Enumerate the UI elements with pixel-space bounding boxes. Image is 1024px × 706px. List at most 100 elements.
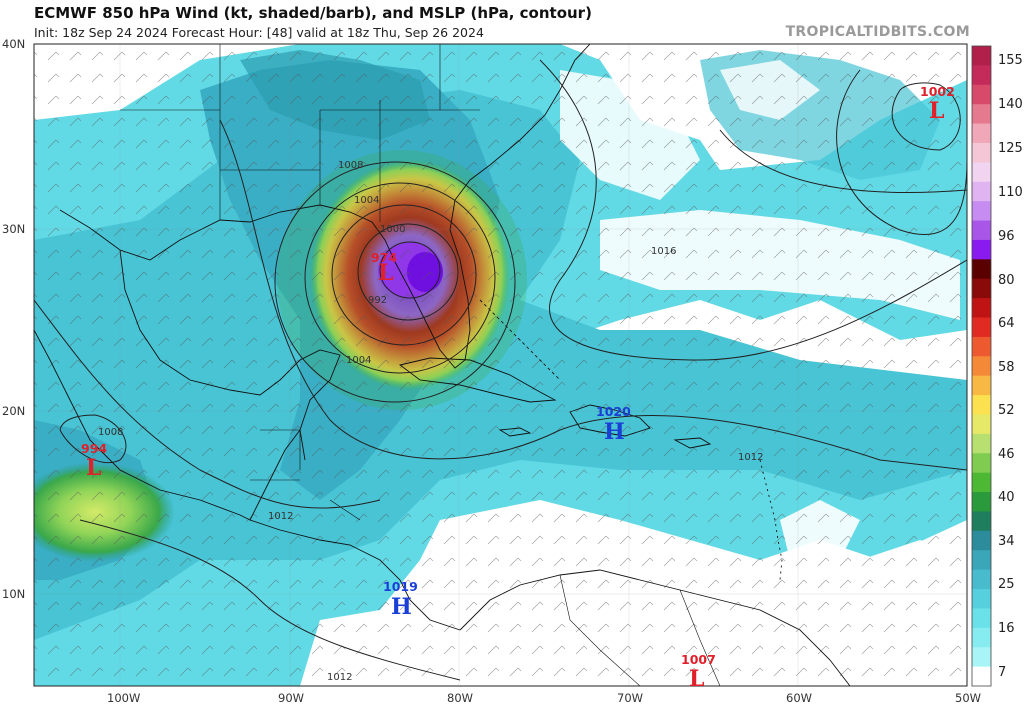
colorbar-segment	[972, 433, 991, 454]
colorbar-segment	[972, 395, 991, 415]
lon-label-70w: 70W	[617, 691, 643, 705]
colorbar-segment	[972, 142, 991, 163]
colorbar-tick-label: 52	[998, 403, 1015, 418]
colorbar-segment	[972, 608, 991, 629]
colorbar-segment	[972, 356, 991, 377]
colorbar-tick-label: 96	[998, 229, 1015, 244]
colorbar-tick-label: 25	[998, 577, 1015, 592]
colorbar-segment	[972, 104, 991, 125]
colorbar-segment	[972, 550, 991, 571]
colorbar-segment	[972, 666, 991, 687]
isobar-label: 1008	[338, 160, 363, 171]
pressure-value: 1002	[920, 84, 955, 99]
colorbar-segment	[972, 530, 991, 551]
colorbar-segment	[972, 84, 991, 105]
map-frame	[33, 43, 968, 687]
colorbar-segment	[972, 201, 991, 222]
colorbar-segment	[972, 123, 991, 144]
low-center-atlantic: 1002 L	[920, 84, 955, 124]
lat-label-40n: 40N	[2, 37, 25, 51]
colorbar-segment	[972, 65, 991, 86]
colorbar-segment	[972, 414, 991, 435]
lat-label-10n: 10N	[2, 587, 25, 601]
colorbar-segment	[972, 627, 991, 648]
high-center-hispaniola: 1020 H	[596, 404, 631, 445]
colorbar-tick-label: 58	[998, 360, 1015, 375]
latitude-labels: 40N 30N 20N 10N	[2, 37, 25, 601]
lon-label-50w: 50W	[955, 691, 981, 705]
colorbar-segment	[972, 298, 991, 319]
colorbar-tick-label: 125	[998, 141, 1023, 156]
lon-label-100w: 100W	[107, 691, 140, 705]
low-center-pacific: 994 L	[81, 441, 107, 481]
colorbar-segment	[972, 453, 991, 474]
isobar-label: 992	[368, 295, 387, 306]
isobar-label: 1012	[738, 452, 763, 463]
brand-watermark: TROPICALTIDBITS.COM	[785, 24, 970, 40]
colorbar-segment	[972, 492, 991, 512]
isobar-labels: 1008 1004 1000 992 1004 1016 1012 1008 1…	[98, 160, 763, 683]
low-symbol: L	[929, 98, 944, 124]
map-subtitle: Init: 18z Sep 24 2024 Forecast Hour: [48…	[34, 25, 484, 40]
colorbar-segment	[972, 511, 991, 532]
colorbar-tick-label: 34	[998, 534, 1015, 549]
colorbar-segment	[972, 220, 991, 241]
colorbar-segment	[972, 647, 991, 668]
high-symbol: H	[391, 594, 412, 620]
isobars	[34, 59, 967, 681]
graticule	[34, 44, 967, 686]
colorbar-tick-label: 80	[998, 273, 1015, 288]
colorbar-segment	[972, 278, 991, 299]
map-title: ECMWF 850 hPa Wind (kt, shaded/barb), an…	[34, 4, 592, 22]
wind-speed-colorbar	[971, 45, 992, 687]
isobar-label: 1012	[268, 511, 293, 522]
wind-barbs	[34, 44, 967, 686]
pressure-centers: 974 L 1002 L 994 L 1007 L 1020 H 1019 H	[81, 84, 955, 692]
isobar-label: 1012	[327, 672, 352, 683]
colorbar-tick-label: 110	[998, 185, 1023, 200]
colorbar-labels: 155 140 125 110 96 80 64 58 52 46 40 34 …	[998, 53, 1023, 680]
colorbar-segment	[972, 239, 991, 260]
isobar-label: 1016	[651, 246, 676, 257]
pressure-value: 1019	[383, 579, 418, 594]
high-center-central-america: 1019 H	[383, 579, 418, 620]
pressure-value: 994	[81, 441, 107, 456]
colorbar-frame	[971, 45, 992, 687]
low-center-helene: 974 L	[371, 250, 397, 286]
lat-label-20n: 20N	[2, 404, 25, 418]
colorbar-segment	[972, 46, 991, 66]
isobar-label: 1004	[346, 355, 371, 366]
lon-label-60w: 60W	[786, 691, 812, 705]
lon-label-80w: 80W	[447, 691, 473, 705]
pressure-value: 1020	[596, 404, 631, 419]
high-symbol: H	[604, 419, 625, 445]
low-center-venezuela: 1007 L	[681, 652, 716, 692]
longitude-labels: 100W 90W 80W 70W 60W 50W	[107, 691, 981, 705]
colorbar-segment	[972, 472, 991, 493]
isobar-label: 1004	[354, 195, 379, 206]
low-symbol: L	[689, 666, 704, 692]
colorbar-segment	[972, 336, 991, 357]
colorbar-tick-label: 7	[998, 665, 1006, 680]
colorbar-tick-label: 140	[998, 97, 1023, 112]
colorbar-tick-label: 64	[998, 316, 1015, 331]
colorbar-segment	[972, 317, 991, 338]
colorbar-segment	[972, 259, 991, 280]
colorbar-segment	[972, 162, 991, 183]
colorbar-tick-label: 46	[998, 447, 1015, 462]
pressure-value: 1007	[681, 652, 716, 667]
low-symbol: L	[86, 455, 101, 481]
pressure-value: 974	[371, 250, 397, 265]
colorbar-segment	[972, 569, 991, 590]
isobar-label: 1000	[380, 224, 405, 235]
lat-label-30n: 30N	[2, 222, 25, 236]
lon-label-90w: 90W	[278, 691, 304, 705]
colorbar-segment	[972, 589, 991, 609]
map-area	[34, 44, 967, 686]
isobar-label: 1008	[98, 427, 123, 438]
colorbar-tick-label: 40	[998, 490, 1015, 505]
colorbar-segment	[972, 375, 991, 396]
low-symbol: L	[378, 260, 393, 286]
colorbar-tick-label: 155	[998, 53, 1023, 68]
